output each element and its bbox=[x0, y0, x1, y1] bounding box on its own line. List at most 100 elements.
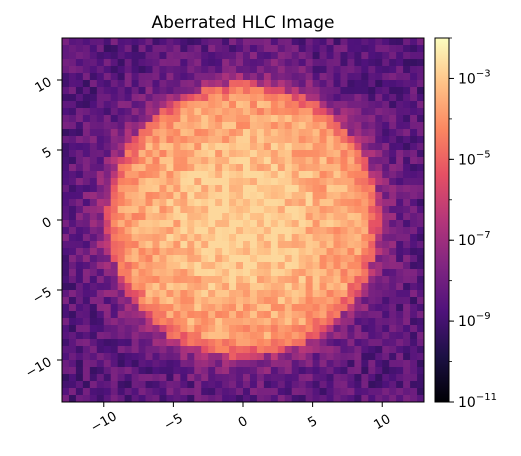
heatmap-cell bbox=[62, 94, 70, 102]
heatmap-cell bbox=[354, 164, 362, 172]
heatmap-cell bbox=[375, 290, 383, 298]
heatmap-cell bbox=[340, 325, 348, 333]
heatmap-cell bbox=[131, 171, 139, 179]
heatmap-cell bbox=[180, 115, 188, 123]
heatmap-cell bbox=[256, 73, 265, 81]
heatmap-cell bbox=[340, 199, 348, 207]
heatmap-cell bbox=[277, 157, 286, 165]
heatmap-cell bbox=[138, 129, 146, 137]
heatmap-cell bbox=[103, 66, 112, 74]
heatmap-cell bbox=[194, 374, 202, 382]
heatmap-cell bbox=[298, 367, 307, 375]
heatmap-cell bbox=[340, 59, 348, 67]
heatmap-cell bbox=[131, 101, 139, 109]
heatmap-cell bbox=[417, 143, 424, 151]
heatmap-cell bbox=[333, 122, 341, 130]
heatmap-cell bbox=[249, 346, 258, 354]
heatmap-cell bbox=[410, 332, 418, 340]
heatmap-cell bbox=[159, 59, 167, 67]
heatmap-cell bbox=[166, 150, 174, 158]
heatmap-cell bbox=[138, 157, 146, 165]
heatmap-cell bbox=[138, 192, 146, 200]
heatmap-cell bbox=[131, 388, 139, 396]
heatmap-cell bbox=[215, 241, 223, 249]
heatmap-cell bbox=[277, 360, 286, 368]
heatmap-cell bbox=[368, 346, 376, 354]
heatmap-cell bbox=[291, 374, 300, 382]
heatmap-cell bbox=[375, 367, 383, 375]
heatmap-cell bbox=[263, 171, 272, 179]
heatmap-cell bbox=[333, 38, 341, 46]
heatmap-cell bbox=[284, 381, 293, 389]
heatmap-cell bbox=[201, 66, 209, 74]
heatmap-cell bbox=[201, 262, 209, 270]
heatmap-cell bbox=[396, 136, 404, 144]
heatmap-cell bbox=[326, 136, 334, 144]
heatmap-cell bbox=[62, 325, 70, 333]
heatmap-cell bbox=[159, 38, 167, 46]
heatmap-cell bbox=[396, 164, 404, 172]
heatmap-cell bbox=[117, 129, 126, 137]
heatmap-cell bbox=[159, 311, 167, 319]
heatmap-cell bbox=[166, 388, 174, 396]
heatmap-cell bbox=[389, 178, 397, 186]
heatmap-cell bbox=[340, 353, 348, 361]
heatmap-cell bbox=[333, 346, 341, 354]
heatmap-cell bbox=[124, 311, 133, 319]
heatmap-cell bbox=[326, 192, 334, 200]
heatmap-cell bbox=[117, 45, 126, 53]
heatmap-cell bbox=[103, 199, 112, 207]
heatmap-cell bbox=[368, 185, 376, 193]
heatmap-cell bbox=[236, 192, 244, 200]
heatmap-cell bbox=[215, 80, 223, 88]
heatmap-cell bbox=[89, 311, 98, 319]
heatmap-cell bbox=[249, 94, 258, 102]
heatmap-cell bbox=[187, 150, 195, 158]
heatmap-cell bbox=[354, 52, 362, 60]
heatmap-cell bbox=[215, 206, 223, 214]
heatmap-cell bbox=[68, 45, 77, 53]
heatmap-cell bbox=[229, 262, 237, 270]
heatmap-cell bbox=[68, 248, 77, 256]
heatmap-cell bbox=[305, 171, 314, 179]
heatmap-cell bbox=[326, 80, 334, 88]
heatmap-cell bbox=[124, 52, 133, 60]
heatmap-cell bbox=[417, 73, 424, 81]
heatmap-cell bbox=[340, 283, 348, 291]
heatmap-cell bbox=[284, 304, 293, 312]
heatmap-cell bbox=[243, 346, 251, 354]
heatmap-cell bbox=[82, 332, 91, 340]
heatmap-cell bbox=[82, 339, 91, 347]
heatmap-cell bbox=[173, 101, 181, 109]
heatmap-cell bbox=[236, 374, 244, 382]
heatmap-cell bbox=[410, 360, 418, 368]
heatmap-cell bbox=[117, 339, 126, 347]
heatmap-cell bbox=[389, 241, 397, 249]
heatmap-cell bbox=[361, 150, 369, 158]
heatmap-cell bbox=[215, 367, 223, 375]
heatmap-cell bbox=[417, 171, 424, 179]
heatmap-cell bbox=[291, 164, 300, 172]
heatmap-cell bbox=[396, 220, 404, 228]
heatmap-cell bbox=[159, 213, 167, 221]
heatmap-cell bbox=[312, 73, 320, 81]
heatmap-cell bbox=[249, 339, 258, 347]
heatmap-cell bbox=[263, 325, 272, 333]
heatmap-cell bbox=[180, 353, 188, 361]
heatmap-cell bbox=[117, 101, 126, 109]
heatmap-cell bbox=[62, 388, 70, 396]
heatmap-cell bbox=[389, 73, 397, 81]
heatmap-cell bbox=[117, 241, 126, 249]
heatmap-cell bbox=[361, 108, 369, 116]
heatmap-cell bbox=[396, 374, 404, 382]
y-tick-label: 10 bbox=[33, 75, 55, 96]
heatmap-cell bbox=[396, 248, 404, 256]
heatmap-cell bbox=[291, 136, 300, 144]
heatmap-cell bbox=[201, 332, 209, 340]
heatmap-cell bbox=[201, 353, 209, 361]
heatmap-cell bbox=[166, 374, 174, 382]
heatmap-cell bbox=[396, 318, 404, 326]
heatmap-cell bbox=[389, 115, 397, 123]
heatmap-cell bbox=[326, 87, 334, 95]
heatmap-cell bbox=[270, 339, 279, 347]
